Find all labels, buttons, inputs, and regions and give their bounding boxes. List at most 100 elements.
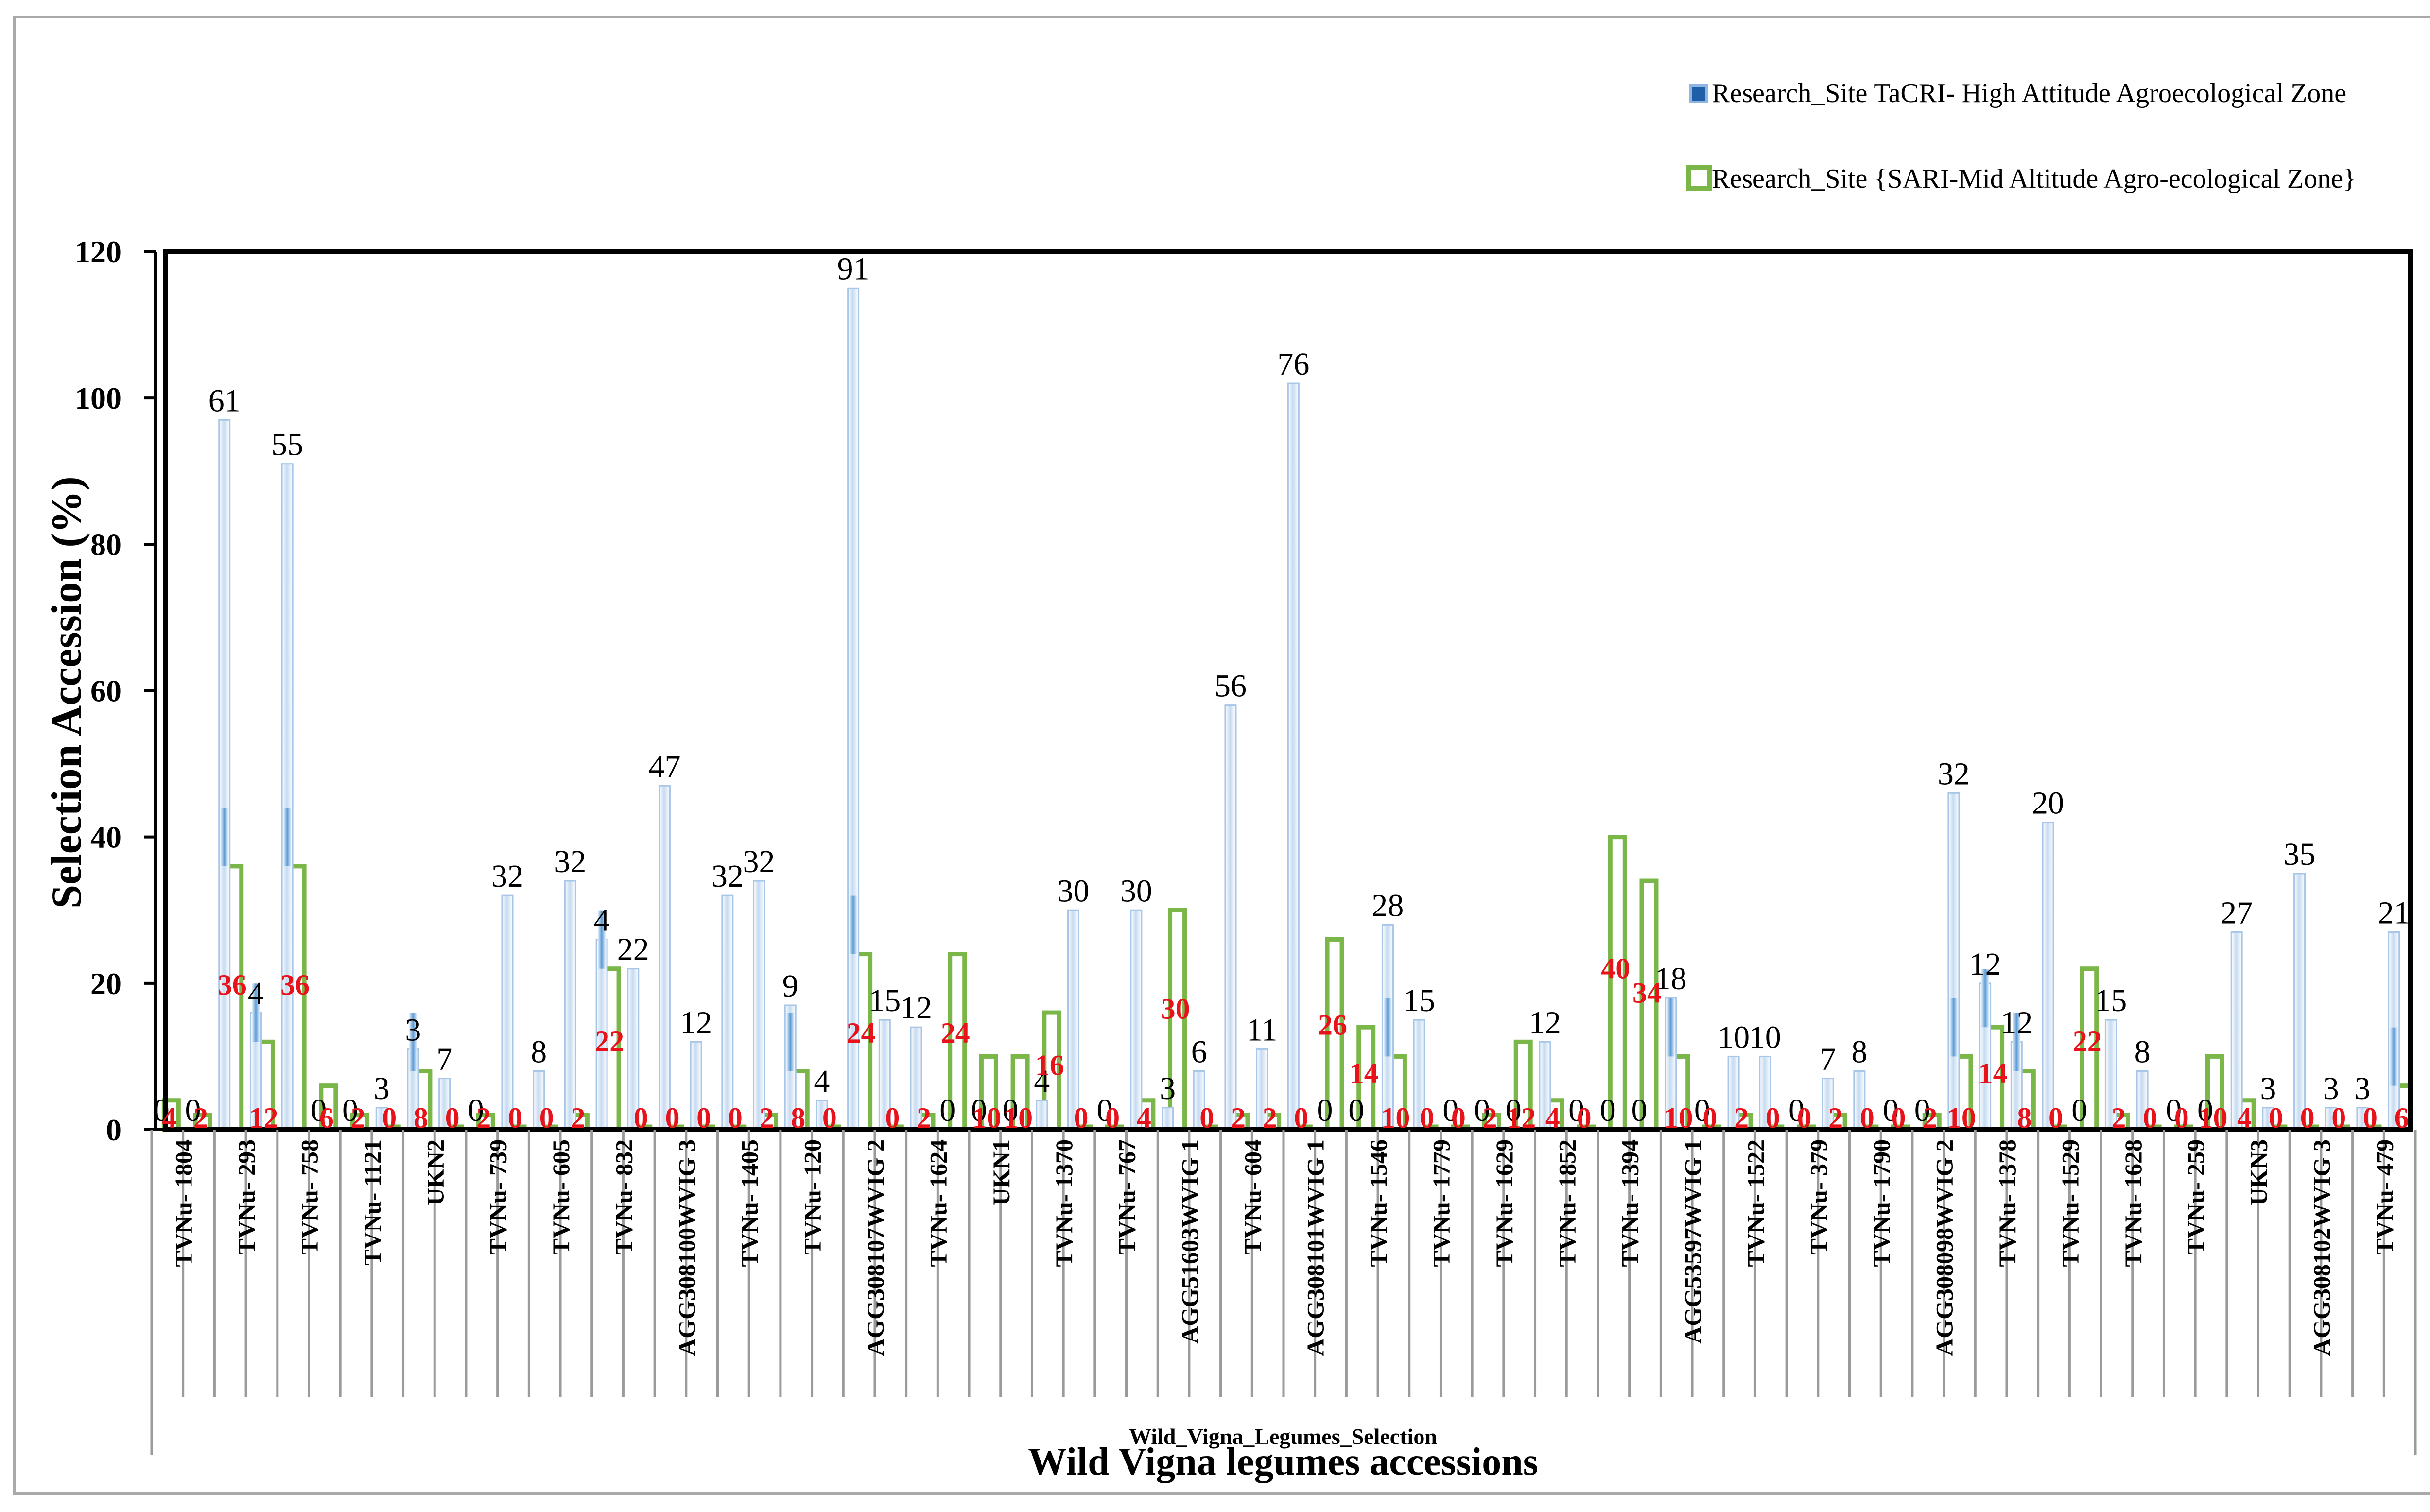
data-label-site-b: 0 [2048,1102,2063,1134]
data-label-site-a: 55 [271,427,303,463]
data-label-site-a: 0 [342,1093,358,1128]
bar-site-a-overlap [1384,998,1392,1057]
category-label: UKN3 [2245,1139,2273,1205]
data-label-site-b: 22 [595,1025,624,1057]
data-label-site-a: 7 [1820,1042,1836,1077]
bar-site-a-overlap [1666,998,1675,1057]
category-label: AGG308098WVIG 2 [1931,1139,1958,1356]
data-label-site-b: 2 [1923,1102,1937,1134]
category-label: TVNu- 1529 [2056,1139,2083,1267]
data-label-site-a: 0 [1506,1093,1522,1128]
axes: 0 20 40 60 80 100 120 [75,235,157,1147]
data-label-site-a: 4 [594,902,610,938]
data-label-site-a: 61 [208,383,241,418]
data-label-site-b: 36 [280,969,310,1001]
category-label: TVNu- 379 [1805,1139,1832,1255]
legend-label-site-b: Research_Site {SARI-Mid Altitude Agro-ec… [1712,164,2356,194]
bar-site-a [721,894,734,1131]
data-label-site-b: 0 [2174,1102,2189,1134]
chart-frame [13,16,2430,1495]
data-label-site-a: 10 [1749,1019,1781,1055]
data-label-site-b: 2 [476,1102,491,1134]
category-label: AGG308107WVIG 2 [862,1139,889,1356]
data-label-site-b: 12 [1507,1102,1536,1134]
category-label: TVNu- 1394 [1616,1139,1644,1267]
bar-site-a [218,419,231,1131]
data-label-site-b: 10 [1664,1102,1693,1134]
data-label-site-b: 0 [2143,1102,2157,1134]
data-label-site-a: 56 [1215,669,1247,704]
category-label: TVNu- 758 [295,1139,323,1255]
data-label-site-b: 2 [1263,1102,1277,1134]
data-label-site-a: 76 [1277,346,1309,382]
data-label-site-b: 24 [941,1017,970,1049]
category-label: AGG53597WVIG 1 [1679,1139,1706,1344]
data-label-site-a: 7 [436,1042,452,1077]
data-label-site-b: 0 [1199,1102,1214,1134]
bar-site-a [501,894,514,1131]
data-label-site-a: 32 [554,844,586,879]
data-label-site-b: 0 [1451,1102,1466,1134]
y-axis-title: Selection Accession (%) [43,476,90,909]
data-label-site-b: 2 [1828,1102,1843,1134]
bar-site-a-overlap [786,1013,795,1071]
y-tick-label: 0 [106,1113,122,1147]
data-label-site-a: 8 [2135,1034,2151,1070]
data-label-site-b: 0 [1105,1102,1120,1134]
category-label: TVNu- 1790 [1868,1139,1895,1267]
data-label-site-b: 0 [1294,1102,1308,1134]
bar-site-a-overlap [1981,969,1989,1028]
data-label-site-b: 2 [1483,1102,1497,1134]
data-label-site-b: 0 [1074,1102,1088,1134]
data-label-site-a: 0 [1348,1093,1364,1128]
bar-site-a [1036,1100,1048,1131]
data-label-site-b: 10 [1004,1102,1033,1134]
data-label-site-a: 35 [2284,837,2316,872]
data-label-site-a: 0 [1631,1093,1647,1128]
data-label-site-b: 2 [571,1102,585,1134]
data-label-site-a: 22 [617,932,649,967]
data-label-site-a: 11 [1247,1012,1278,1048]
bar-site-a-overlap [1949,998,1958,1057]
category-label: TVNu- 605 [547,1139,574,1255]
category-label: TVNu- 1779 [1427,1139,1455,1267]
legend: Research_Site TaCRI- High Attitude Agroe… [1686,78,2356,194]
data-label-site-b: 0 [2363,1102,2378,1134]
data-label-site-a: 27 [2221,895,2253,930]
data-label-site-a: 20 [2032,786,2064,821]
bar-site-b [319,1083,338,1132]
data-label-site-b: 12 [249,1102,278,1134]
y-tick-label: 100 [75,381,122,415]
data-label-site-a: 0 [939,1093,955,1128]
bar-site-a [1162,1107,1174,1131]
bar-site-a [281,463,294,1131]
category-label: TVNu- 604 [1239,1139,1266,1255]
data-label-site-b: 0 [539,1102,554,1134]
bar-site-a [1287,382,1300,1131]
data-label-site-a: 3 [2323,1071,2339,1106]
bar-site-a-overlap [2013,1013,2021,1071]
category-label: TVNu- 293 [233,1139,260,1255]
data-label-site-a: 32 [1938,756,1970,791]
category-label: TVNu- 259 [2182,1139,2209,1255]
legend-label-site-a: Research_Site TaCRI- High Attitude Agroe… [1712,78,2346,108]
data-label-site-a: 12 [1529,1005,1561,1040]
data-label-site-a: 12 [900,990,932,1026]
category-label: TVNu- 120 [799,1139,826,1255]
data-label-site-b: 16 [1035,1049,1064,1081]
data-label-site-b: 2 [1734,1102,1749,1134]
data-label-site-a: 3 [2260,1071,2276,1106]
data-label-site-a: 30 [1120,873,1152,909]
category-label: AGG51603WVIG 1 [1176,1139,1203,1344]
data-label-site-a: 32 [712,859,744,894]
data-label-site-b: 8 [791,1102,805,1134]
legend-swatch-site-b [1686,165,1712,191]
category-label: TVNu- 479 [2371,1139,2398,1255]
data-label-site-b: 0 [1797,1102,1811,1134]
data-label-site-b: 14 [1350,1057,1379,1089]
data-label-site-b: 26 [1318,1009,1347,1041]
bar-site-a [564,880,576,1131]
data-label-site-b: 0 [508,1102,522,1134]
data-label-site-b: 0 [382,1102,397,1134]
